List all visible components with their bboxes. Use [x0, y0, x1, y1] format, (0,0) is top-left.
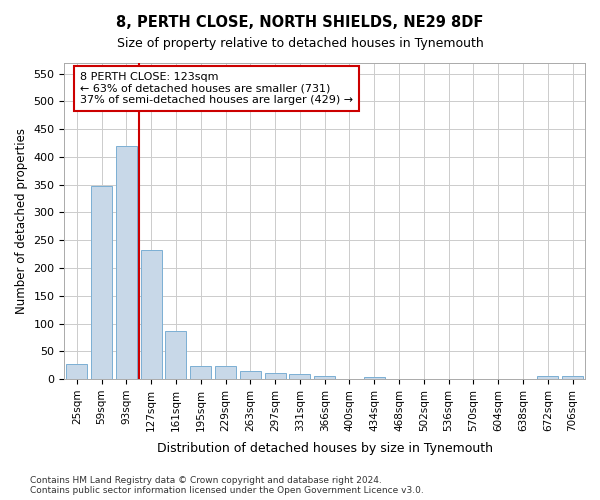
- Bar: [91, 186, 112, 379]
- Bar: [140, 250, 162, 379]
- Bar: [240, 372, 261, 379]
- Bar: [190, 366, 211, 379]
- Text: 8 PERTH CLOSE: 123sqm
← 63% of detached houses are smaller (731)
37% of semi-det: 8 PERTH CLOSE: 123sqm ← 63% of detached …: [80, 72, 353, 105]
- Bar: [66, 364, 88, 379]
- Bar: [116, 146, 137, 379]
- Y-axis label: Number of detached properties: Number of detached properties: [15, 128, 28, 314]
- Bar: [537, 376, 559, 379]
- Bar: [364, 377, 385, 379]
- Text: Contains HM Land Registry data © Crown copyright and database right 2024.
Contai: Contains HM Land Registry data © Crown c…: [30, 476, 424, 495]
- Bar: [314, 376, 335, 379]
- Text: 8, PERTH CLOSE, NORTH SHIELDS, NE29 8DF: 8, PERTH CLOSE, NORTH SHIELDS, NE29 8DF: [116, 15, 484, 30]
- Text: Size of property relative to detached houses in Tynemouth: Size of property relative to detached ho…: [116, 38, 484, 51]
- Bar: [215, 366, 236, 379]
- Bar: [166, 330, 187, 379]
- X-axis label: Distribution of detached houses by size in Tynemouth: Distribution of detached houses by size …: [157, 442, 493, 455]
- Bar: [562, 376, 583, 379]
- Bar: [265, 373, 286, 379]
- Bar: [289, 374, 310, 379]
